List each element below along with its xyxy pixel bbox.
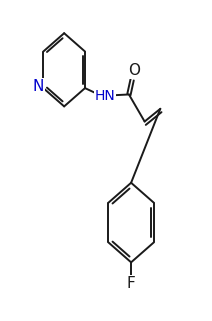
Text: HN: HN	[95, 89, 115, 103]
Text: F: F	[127, 275, 135, 291]
Text: N: N	[32, 79, 44, 94]
Text: O: O	[128, 63, 140, 78]
